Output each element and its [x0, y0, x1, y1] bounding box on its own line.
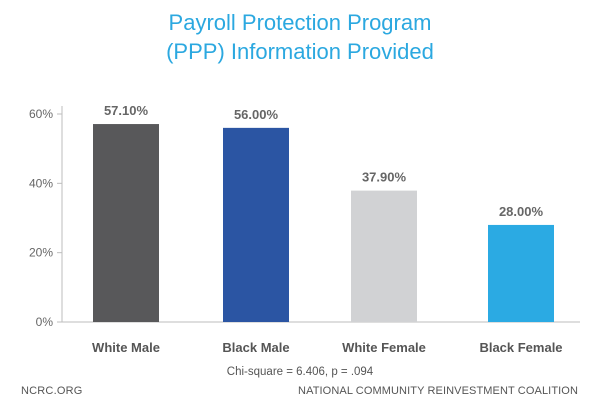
chi-square-note: Chi-square = 6.406, p = .094: [226, 366, 374, 378]
bar: [223, 127, 289, 322]
x-category-label: White Male: [92, 340, 160, 355]
chart-title-line-2: (PPP) Information Provided: [166, 39, 434, 64]
footer-source-url: NCRC.ORG: [21, 385, 83, 397]
y-tick-label: 20%: [29, 246, 53, 260]
x-category-label: Black Male: [222, 340, 289, 355]
bar-value-label: 28.00%: [499, 204, 544, 219]
x-category-label: Black Female: [479, 340, 562, 355]
bar-value-label: 56.00%: [234, 107, 279, 122]
y-tick-label: 60%: [29, 107, 53, 121]
bar-value-label: 37.90%: [362, 170, 407, 185]
bar: [488, 224, 554, 322]
y-tick-label: 0%: [36, 315, 54, 329]
x-category-label: White Female: [342, 340, 426, 355]
footer-organization: NATIONAL COMMUNITY REINVESTMENT COALITIO…: [298, 385, 578, 397]
y-tick-label: 40%: [29, 176, 53, 190]
bar: [93, 124, 159, 322]
bar: [351, 190, 417, 322]
bar-value-label: 57.10%: [104, 103, 149, 118]
chart-title-line-1: Payroll Protection Program: [168, 10, 432, 35]
chart-title: Payroll Protection Program (PPP) Informa…: [0, 8, 600, 66]
